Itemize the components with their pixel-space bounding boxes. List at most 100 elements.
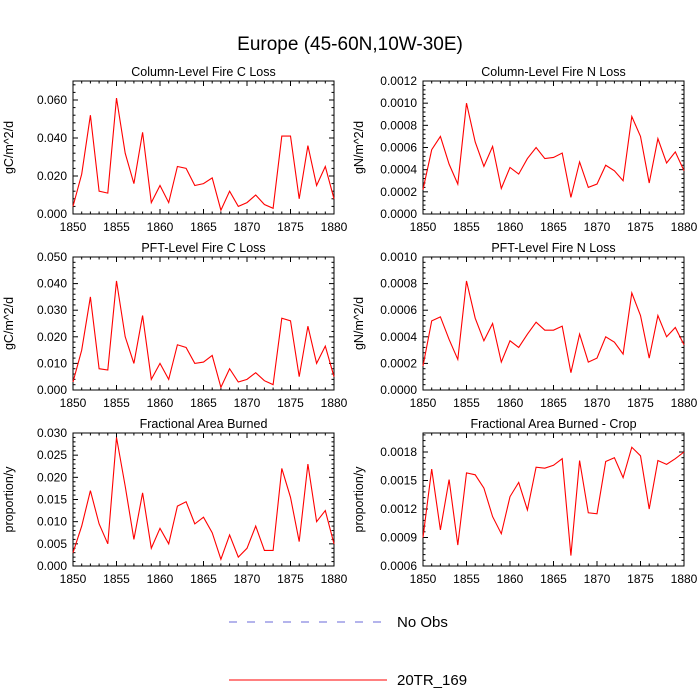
legend-label-2: 20TR_169 [397,672,467,689]
x-tick-label: 1865 [190,220,217,234]
x-tick-label: 1875 [627,572,654,586]
y-tick-label: 0.0006 [380,559,417,573]
y-tick-label: 0.040 [37,277,67,291]
x-tick-label: 1865 [540,220,567,234]
y-tick-label: 0.010 [37,356,67,370]
x-tick-label: 1880 [671,572,698,586]
legend-label-1: No Obs [397,614,448,631]
x-tick-label: 1875 [627,396,654,410]
y-tick-label: 0.010 [37,515,67,529]
y-tick-label: 0.0006 [380,141,417,155]
x-tick-label: 1860 [147,220,174,234]
panel-title: PFT-Level Fire N Loss [491,241,615,255]
y-tick-label: 0.020 [37,470,67,484]
x-tick-label: 1870 [234,396,261,410]
y-tick-label: 0.030 [37,426,67,440]
y-axis-label: proportion/y [352,466,366,533]
y-axis-label: gC/m^2/d [2,121,16,174]
x-tick-label: 1870 [584,572,611,586]
y-tick-label: 0.0010 [380,96,417,110]
y-tick-label: 0.020 [37,330,67,344]
panel-title: PFT-Level Fire C Loss [141,241,265,255]
x-tick-label: 1875 [277,396,304,410]
x-tick-label: 1855 [453,220,480,234]
x-tick-label: 1860 [497,220,524,234]
x-tick-label: 1875 [277,220,304,234]
y-tick-label: 0.005 [37,537,67,551]
chart-panel-4: PFT-Level Fire N Loss gN/m^2/d 1850 1855 186… [352,241,698,410]
y-tick-label: 0.0009 [380,531,417,545]
y-tick-label: 0.0002 [380,185,417,199]
x-tick-label: 1860 [497,572,524,586]
x-tick-label: 1855 [103,396,130,410]
chart-panel-2: Column-Level Fire N Loss gN/m^2/d 1850 1855… [352,65,698,234]
y-tick-label: 0.0008 [380,277,417,291]
figure-title: Europe (45-60N,10W-30E) [237,34,463,55]
y-tick-label: 0.0018 [380,445,417,459]
x-tick-label: 1850 [60,396,87,410]
y-axis-label: gN/m^2/d [352,121,366,174]
y-tick-label: 0.040 [37,131,67,145]
y-tick-label: 0.000 [37,559,67,573]
x-tick-label: 1870 [584,396,611,410]
series-line-20tr-169 [422,446,685,556]
x-tick-label: 1860 [147,572,174,586]
x-tick-label: 1875 [277,572,304,586]
x-tick-label: 1855 [103,220,130,234]
y-tick-label: 0.0012 [380,74,417,88]
legend: No Obs 20TR_169 [229,614,467,689]
x-tick-label: 1880 [321,220,348,234]
panel-title: Fractional Area Burned [140,417,268,431]
x-tick-label: 1865 [540,396,567,410]
x-tick-label: 1850 [410,572,437,586]
x-tick-label: 1855 [453,396,480,410]
y-tick-label: 0.0012 [380,502,417,516]
series-line-20tr-169 [422,103,685,198]
y-tick-label: 0.0004 [380,163,417,177]
y-tick-label: 0.0006 [380,303,417,317]
x-tick-label: 1865 [190,572,217,586]
panels-group: Column-Level Fire C Loss gC/m^2/d 1850 1855… [2,65,698,586]
y-tick-label: 0.020 [37,169,67,183]
x-tick-label: 1850 [60,220,87,234]
x-tick-label: 1880 [671,220,698,234]
x-tick-label: 1870 [584,220,611,234]
x-tick-label: 1865 [540,572,567,586]
x-tick-label: 1880 [671,396,698,410]
y-axis-label: gC/m^2/d [2,297,16,350]
chart-panel-5: Fractional Area Burned proportion/y 1850 18… [2,417,348,586]
x-tick-label: 1860 [147,396,174,410]
y-tick-label: 0.0002 [380,356,417,370]
x-tick-label: 1855 [453,572,480,586]
panel-title: Fractional Area Burned - Crop [470,417,636,431]
y-tick-label: 0.000 [37,383,67,397]
chart-panel-3: PFT-Level Fire C Loss gC/m^2/d 1850 1855 186… [2,241,348,410]
y-axis-label: proportion/y [2,466,16,533]
y-tick-label: 0.0000 [380,207,417,221]
plot-frame [72,432,335,567]
y-tick-label: 0.030 [37,303,67,317]
x-tick-label: 1875 [627,220,654,234]
series-line-20tr-169 [72,437,335,562]
y-axis-label: gN/m^2/d [352,297,366,350]
y-tick-label: 0.000 [37,207,67,221]
x-tick-label: 1870 [234,572,261,586]
y-tick-label: 0.050 [37,250,67,264]
y-tick-label: 0.015 [37,493,67,507]
y-tick-label: 0.0010 [380,250,417,264]
y-tick-label: 0.0015 [380,474,417,488]
series-line-20tr-169 [72,280,335,389]
y-tick-label: 0.0008 [380,118,417,132]
y-tick-label: 0.060 [37,93,67,107]
x-tick-label: 1865 [190,396,217,410]
x-tick-label: 1850 [410,396,437,410]
panel-title: Column-Level Fire C Loss [131,65,276,79]
x-tick-label: 1850 [60,572,87,586]
plot-frame [422,432,685,567]
y-tick-label: 0.025 [37,448,67,462]
chart-panel-6: Fractional Area Burned - Crop proportion/… [352,417,698,586]
x-tick-label: 1855 [103,572,130,586]
chart-panel-1: Column-Level Fire C Loss gC/m^2/d 1850 1855… [2,65,348,234]
series-line-20tr-169 [72,98,335,212]
